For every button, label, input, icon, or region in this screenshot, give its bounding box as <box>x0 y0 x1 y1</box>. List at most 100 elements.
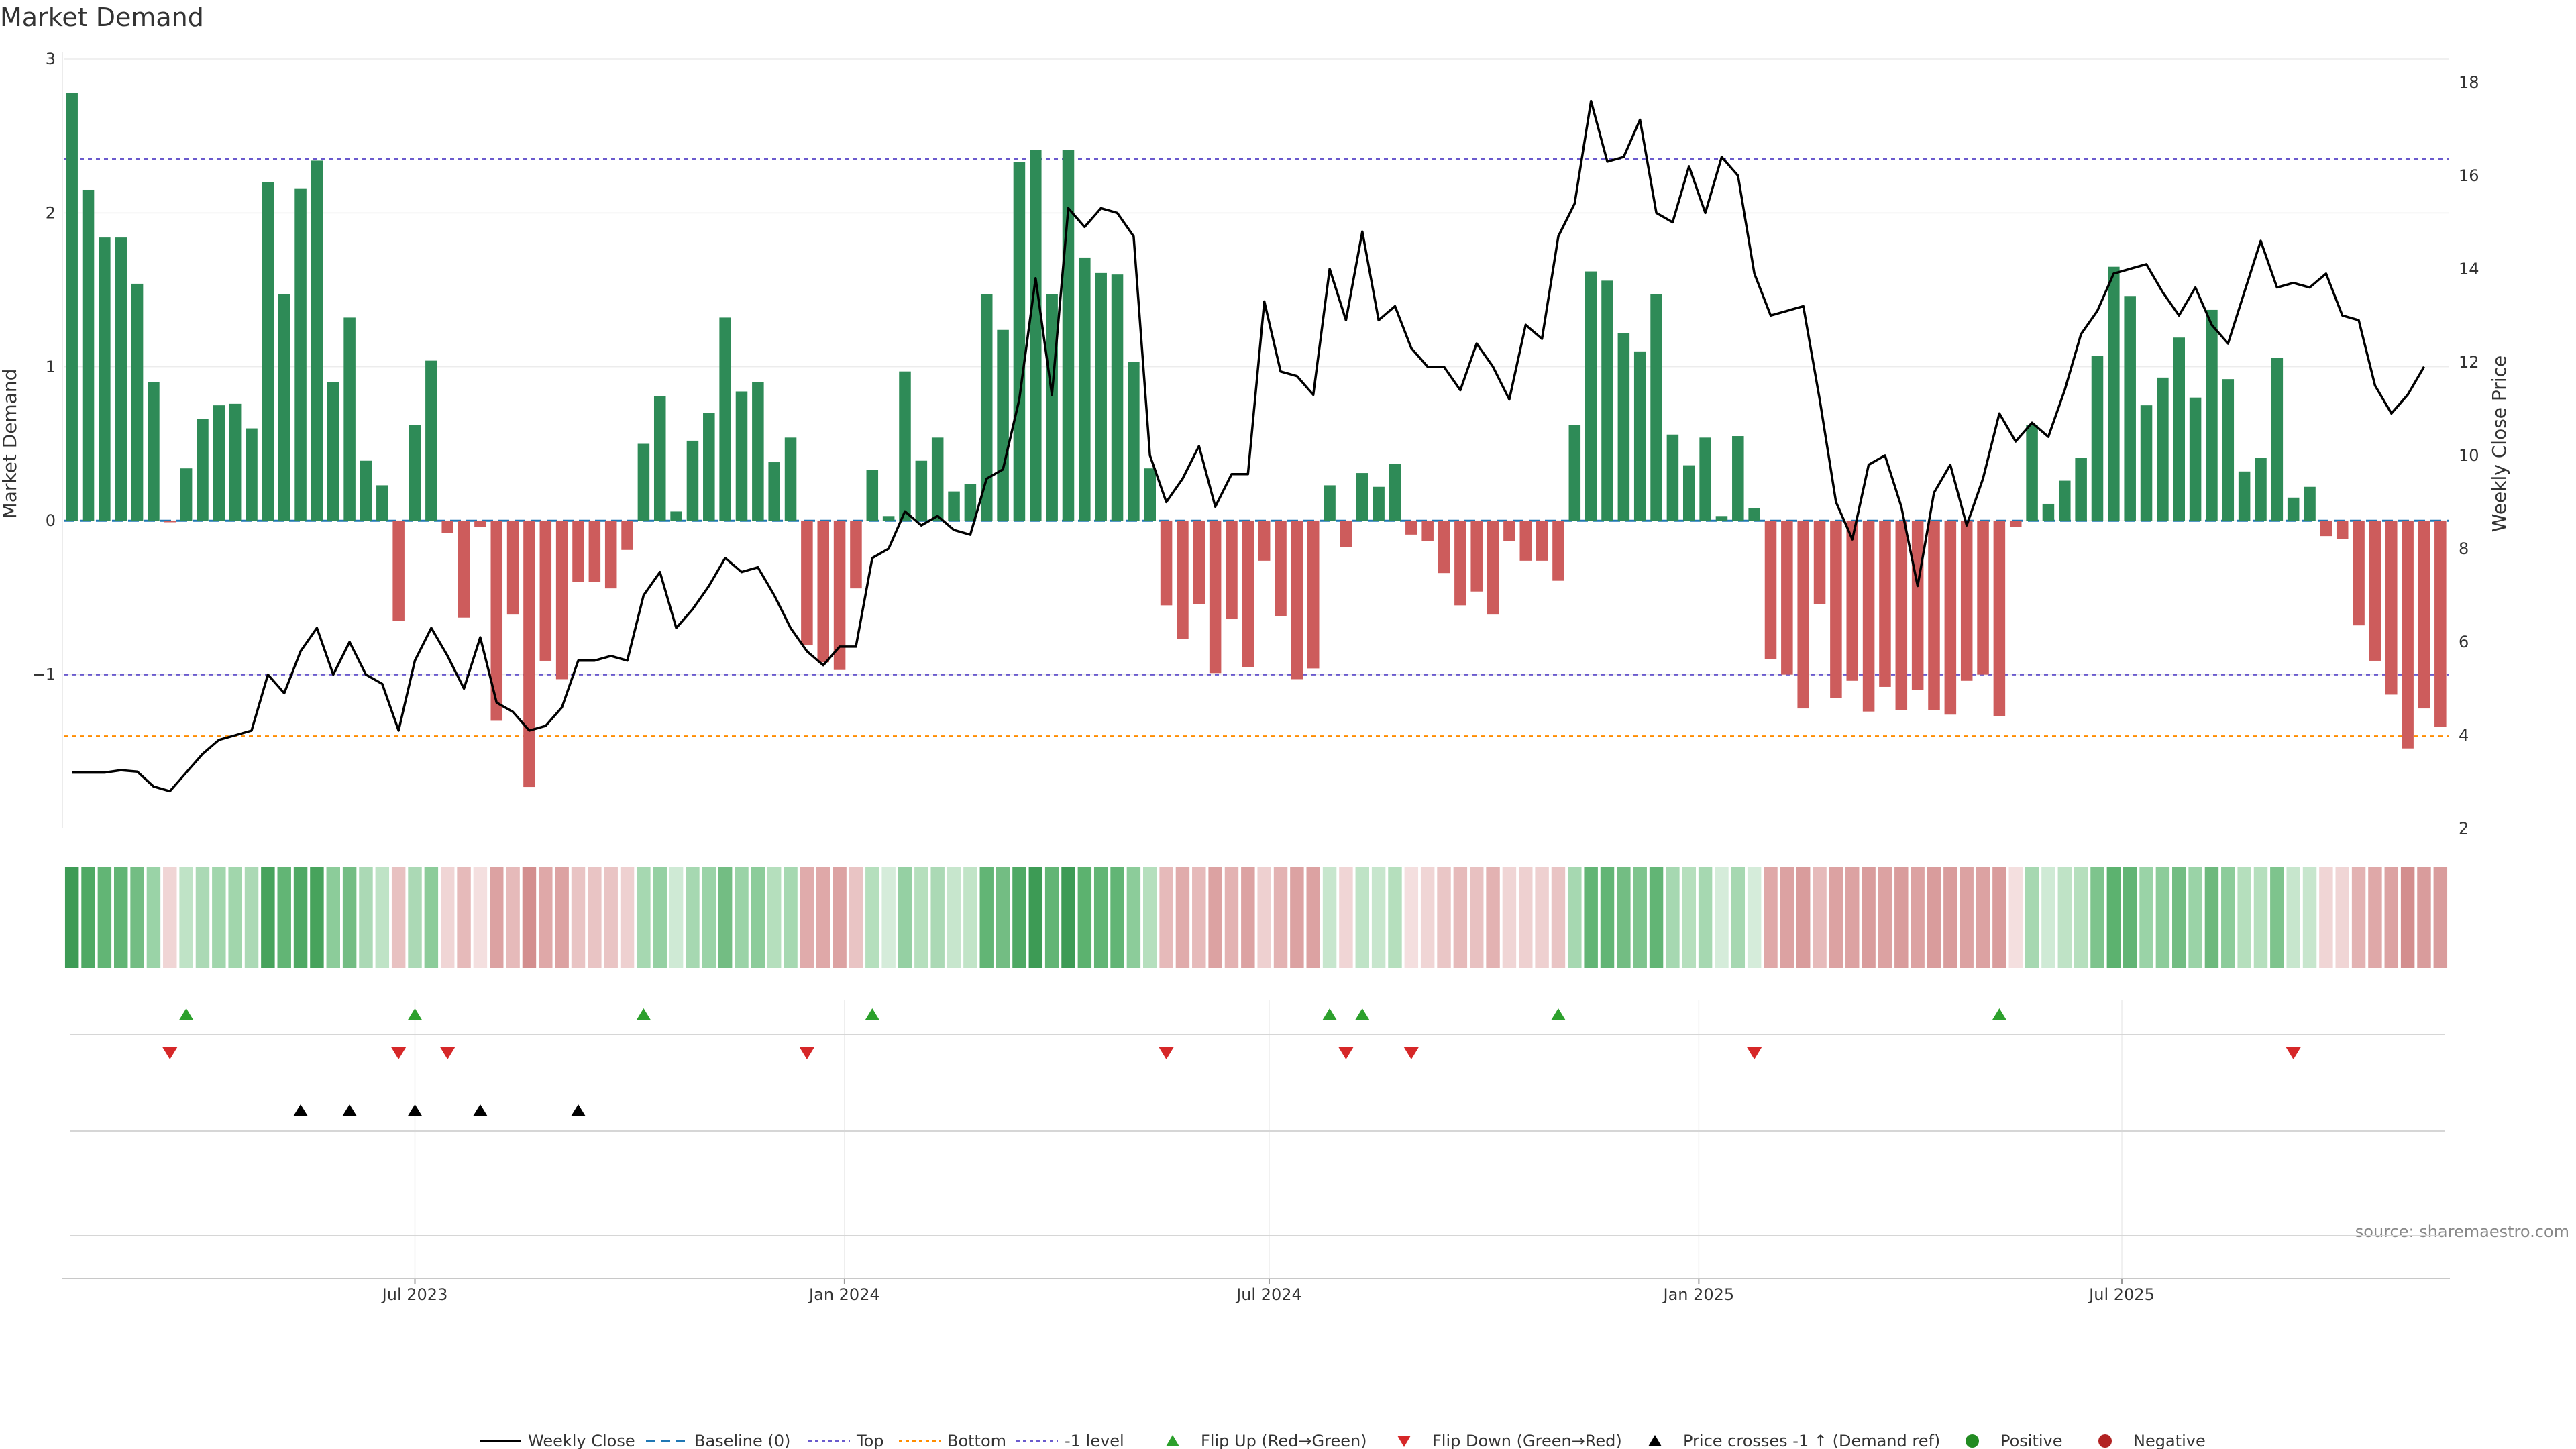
strip-cell <box>849 867 863 968</box>
strip-cell <box>2319 867 2333 968</box>
negative-bar <box>1830 521 1842 698</box>
strip-cell <box>1519 867 1533 968</box>
legend-item: Negative <box>2098 1432 2206 1449</box>
negative-bar <box>1879 521 1891 687</box>
legend-item: Positive <box>1966 1432 2063 1449</box>
strip-cell <box>1813 867 1827 968</box>
positive-bar <box>262 182 274 521</box>
price-cross-marker <box>342 1104 358 1116</box>
flip-down-marker <box>1403 1047 1419 1059</box>
positive-bar <box>246 428 258 521</box>
negative-bar <box>621 521 633 550</box>
left-tick-label: 0 <box>46 511 56 530</box>
positive-bar <box>1682 465 1695 521</box>
positive-bar <box>719 317 731 521</box>
positive-bar <box>1062 150 1075 521</box>
strip-cell <box>1862 867 1876 968</box>
positive-bar <box>1633 351 1646 521</box>
positive-bar <box>964 484 977 521</box>
strip-cell <box>310 867 324 968</box>
negative-bar <box>1454 521 1466 606</box>
negative-bar <box>833 521 846 670</box>
strip-cell <box>653 867 667 968</box>
positive-bar <box>213 405 225 521</box>
legend-label: Positive <box>2000 1432 2063 1449</box>
right-tick-label: 10 <box>2459 446 2479 465</box>
strip-cell <box>702 867 716 968</box>
positive-bar <box>82 189 95 521</box>
strip-cell <box>539 867 553 968</box>
strip-cell <box>1878 867 1892 968</box>
strip-cell <box>1208 867 1222 968</box>
strip-cell <box>2008 867 2023 968</box>
strip-cell <box>2123 867 2137 968</box>
negative-bar <box>1405 521 1417 535</box>
legend-label: Negative <box>2133 1432 2206 1449</box>
strip-cell <box>1617 867 1631 968</box>
positive-bar <box>1666 434 1679 521</box>
strip-cell <box>1747 867 1762 968</box>
strip-cell <box>979 867 994 968</box>
strip-cell <box>588 867 602 968</box>
positive-bar <box>2189 397 2202 521</box>
strip-cell <box>571 867 586 968</box>
strip-cell <box>359 867 373 968</box>
positive-bar <box>752 382 764 521</box>
right-tick-label: 12 <box>2459 353 2479 372</box>
strip-cell <box>1126 867 1141 968</box>
positive-bar <box>327 382 339 521</box>
left-axis-title: Market Demand <box>0 369 21 519</box>
strip-cell <box>146 867 161 968</box>
price-cross-marker <box>293 1104 309 1116</box>
legend-swatch <box>1648 1435 1662 1446</box>
strip-cell <box>1322 867 1337 968</box>
positive-bar <box>2140 405 2153 521</box>
strip-cell <box>195 867 210 968</box>
negative-bar <box>1944 521 1957 715</box>
strip-cell <box>1649 867 1664 968</box>
strip-cell <box>2417 867 2431 968</box>
negative-bar <box>1911 521 1924 690</box>
strip-cell <box>1486 867 1500 968</box>
strip-cell <box>604 867 618 968</box>
negative-bar <box>2336 521 2349 539</box>
strip-cell <box>2400 867 2415 968</box>
positive-bar <box>980 294 993 521</box>
strip-cell <box>1780 867 1794 968</box>
positive-bar <box>1079 257 1091 521</box>
positive-bar <box>148 382 160 521</box>
strip-cell <box>996 867 1010 968</box>
strip-cell <box>1976 867 1990 968</box>
positive-bar <box>66 93 78 521</box>
strip-cell <box>2335 867 2349 968</box>
positive-bar <box>180 468 193 521</box>
positive-bar <box>376 485 388 521</box>
negative-bar <box>1895 521 1908 710</box>
positive-bar <box>1650 294 1662 521</box>
negative-bar <box>1226 521 1238 620</box>
strip-cell <box>1731 867 1746 968</box>
positive-bar <box>1111 274 1124 521</box>
flip-down-marker <box>2286 1047 2301 1059</box>
positive-bar <box>1373 486 1385 521</box>
strip-cell <box>64 867 79 968</box>
positive-bar <box>2124 296 2136 521</box>
positive-bar <box>99 237 111 521</box>
strip-cell <box>2057 867 2072 968</box>
flip-up-marker <box>407 1008 423 1020</box>
strip-cell <box>686 867 700 968</box>
strip-cell <box>261 867 275 968</box>
negative-bar <box>523 521 535 788</box>
negative-bar <box>1340 521 1352 547</box>
positive-bar <box>1095 272 1107 521</box>
negative-bar <box>572 521 584 582</box>
strip-cell <box>277 867 291 968</box>
x-tick-label: Jan 2025 <box>1662 1285 1735 1304</box>
strip-cell <box>2188 867 2202 968</box>
price-cross-marker <box>472 1104 488 1116</box>
event-markers <box>70 1008 2445 1236</box>
legend-swatch <box>1166 1435 1179 1446</box>
right-tick-label: 4 <box>2459 726 2469 745</box>
negative-bar <box>441 521 453 533</box>
